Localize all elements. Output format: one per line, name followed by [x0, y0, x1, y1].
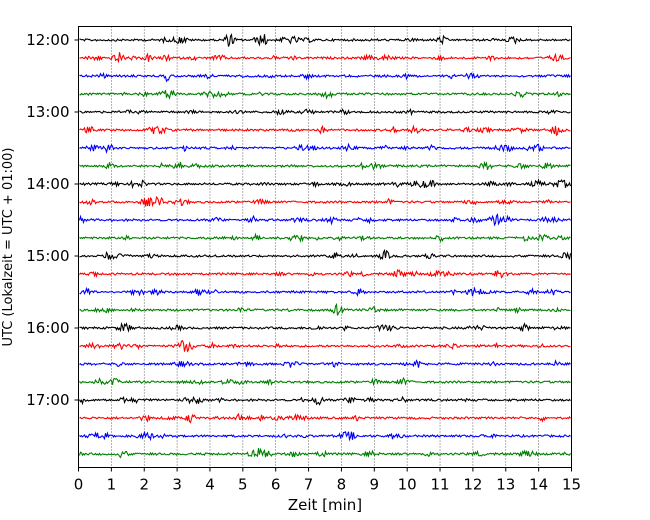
- x-tick-label: 12: [463, 476, 482, 494]
- trace-1430: [78, 213, 571, 227]
- trace-1600: [79, 322, 571, 333]
- x-tick-label: 9: [370, 476, 380, 494]
- x-tick-label: 15: [562, 476, 581, 494]
- trace-1400: [79, 178, 572, 190]
- y-tick-label: 12:00: [26, 31, 69, 49]
- y-tick-label: 14:00: [26, 175, 69, 193]
- trace-1215: [79, 52, 571, 64]
- x-tick-label: 4: [205, 476, 215, 494]
- trace-1415: [79, 196, 571, 208]
- trace-1200: [79, 33, 571, 47]
- trace-1530: [79, 286, 571, 298]
- y-axis-ticks: 12:00 13:00 14:00 15:00 16:00 17:00: [26, 31, 79, 409]
- x-tick-label: 7: [304, 476, 314, 494]
- trace-1515: [79, 268, 571, 279]
- trace-1630: [79, 359, 571, 368]
- y-axis-title: UTC (Lokalzeit = UTC + 01:00): [1, 148, 16, 347]
- trace-1230: [79, 71, 571, 83]
- trace-1345: [79, 160, 571, 171]
- x-tick-label: 0: [74, 476, 84, 494]
- trace-1300: [79, 107, 571, 117]
- trace-1745: [78, 447, 571, 459]
- x-tick-label: 10: [398, 476, 417, 494]
- trace-1500: [79, 248, 572, 261]
- x-tick-label: 8: [337, 476, 347, 494]
- x-tick-label: 6: [271, 476, 281, 494]
- x-axis-ticks: 0 1 2 3 4 5 6 7 8 9 10 11 12 13 14 15: [74, 467, 581, 494]
- trace-1730: [79, 430, 571, 442]
- x-tick-label: 11: [430, 476, 449, 494]
- y-tick-label: 16:00: [26, 319, 69, 337]
- x-axis-title: Zeit [min]: [288, 496, 362, 514]
- y-tick-label: 13:00: [26, 103, 69, 121]
- trace-1715: [79, 412, 571, 424]
- x-tick-label: 14: [529, 476, 548, 494]
- y-tick-label: 15:00: [26, 247, 69, 265]
- trace-1330: [79, 142, 571, 154]
- x-tick-label: 3: [172, 476, 182, 494]
- x-tick-label: 5: [238, 476, 248, 494]
- trace-1245: [79, 89, 571, 100]
- plot-frame: [78, 26, 572, 468]
- trace-1615: [79, 340, 571, 353]
- x-tick-label: 1: [107, 476, 117, 494]
- seismogram-traces: [78, 33, 572, 459]
- trace-1700: [79, 395, 571, 406]
- trace-1315: [79, 124, 571, 137]
- trace-1645: [79, 376, 571, 387]
- x-tick-label: 2: [139, 476, 149, 494]
- x-tick-label: 13: [496, 476, 515, 494]
- y-tick-label: 17:00: [26, 391, 69, 409]
- trace-1545: [79, 302, 571, 316]
- trace-1445: [79, 232, 571, 243]
